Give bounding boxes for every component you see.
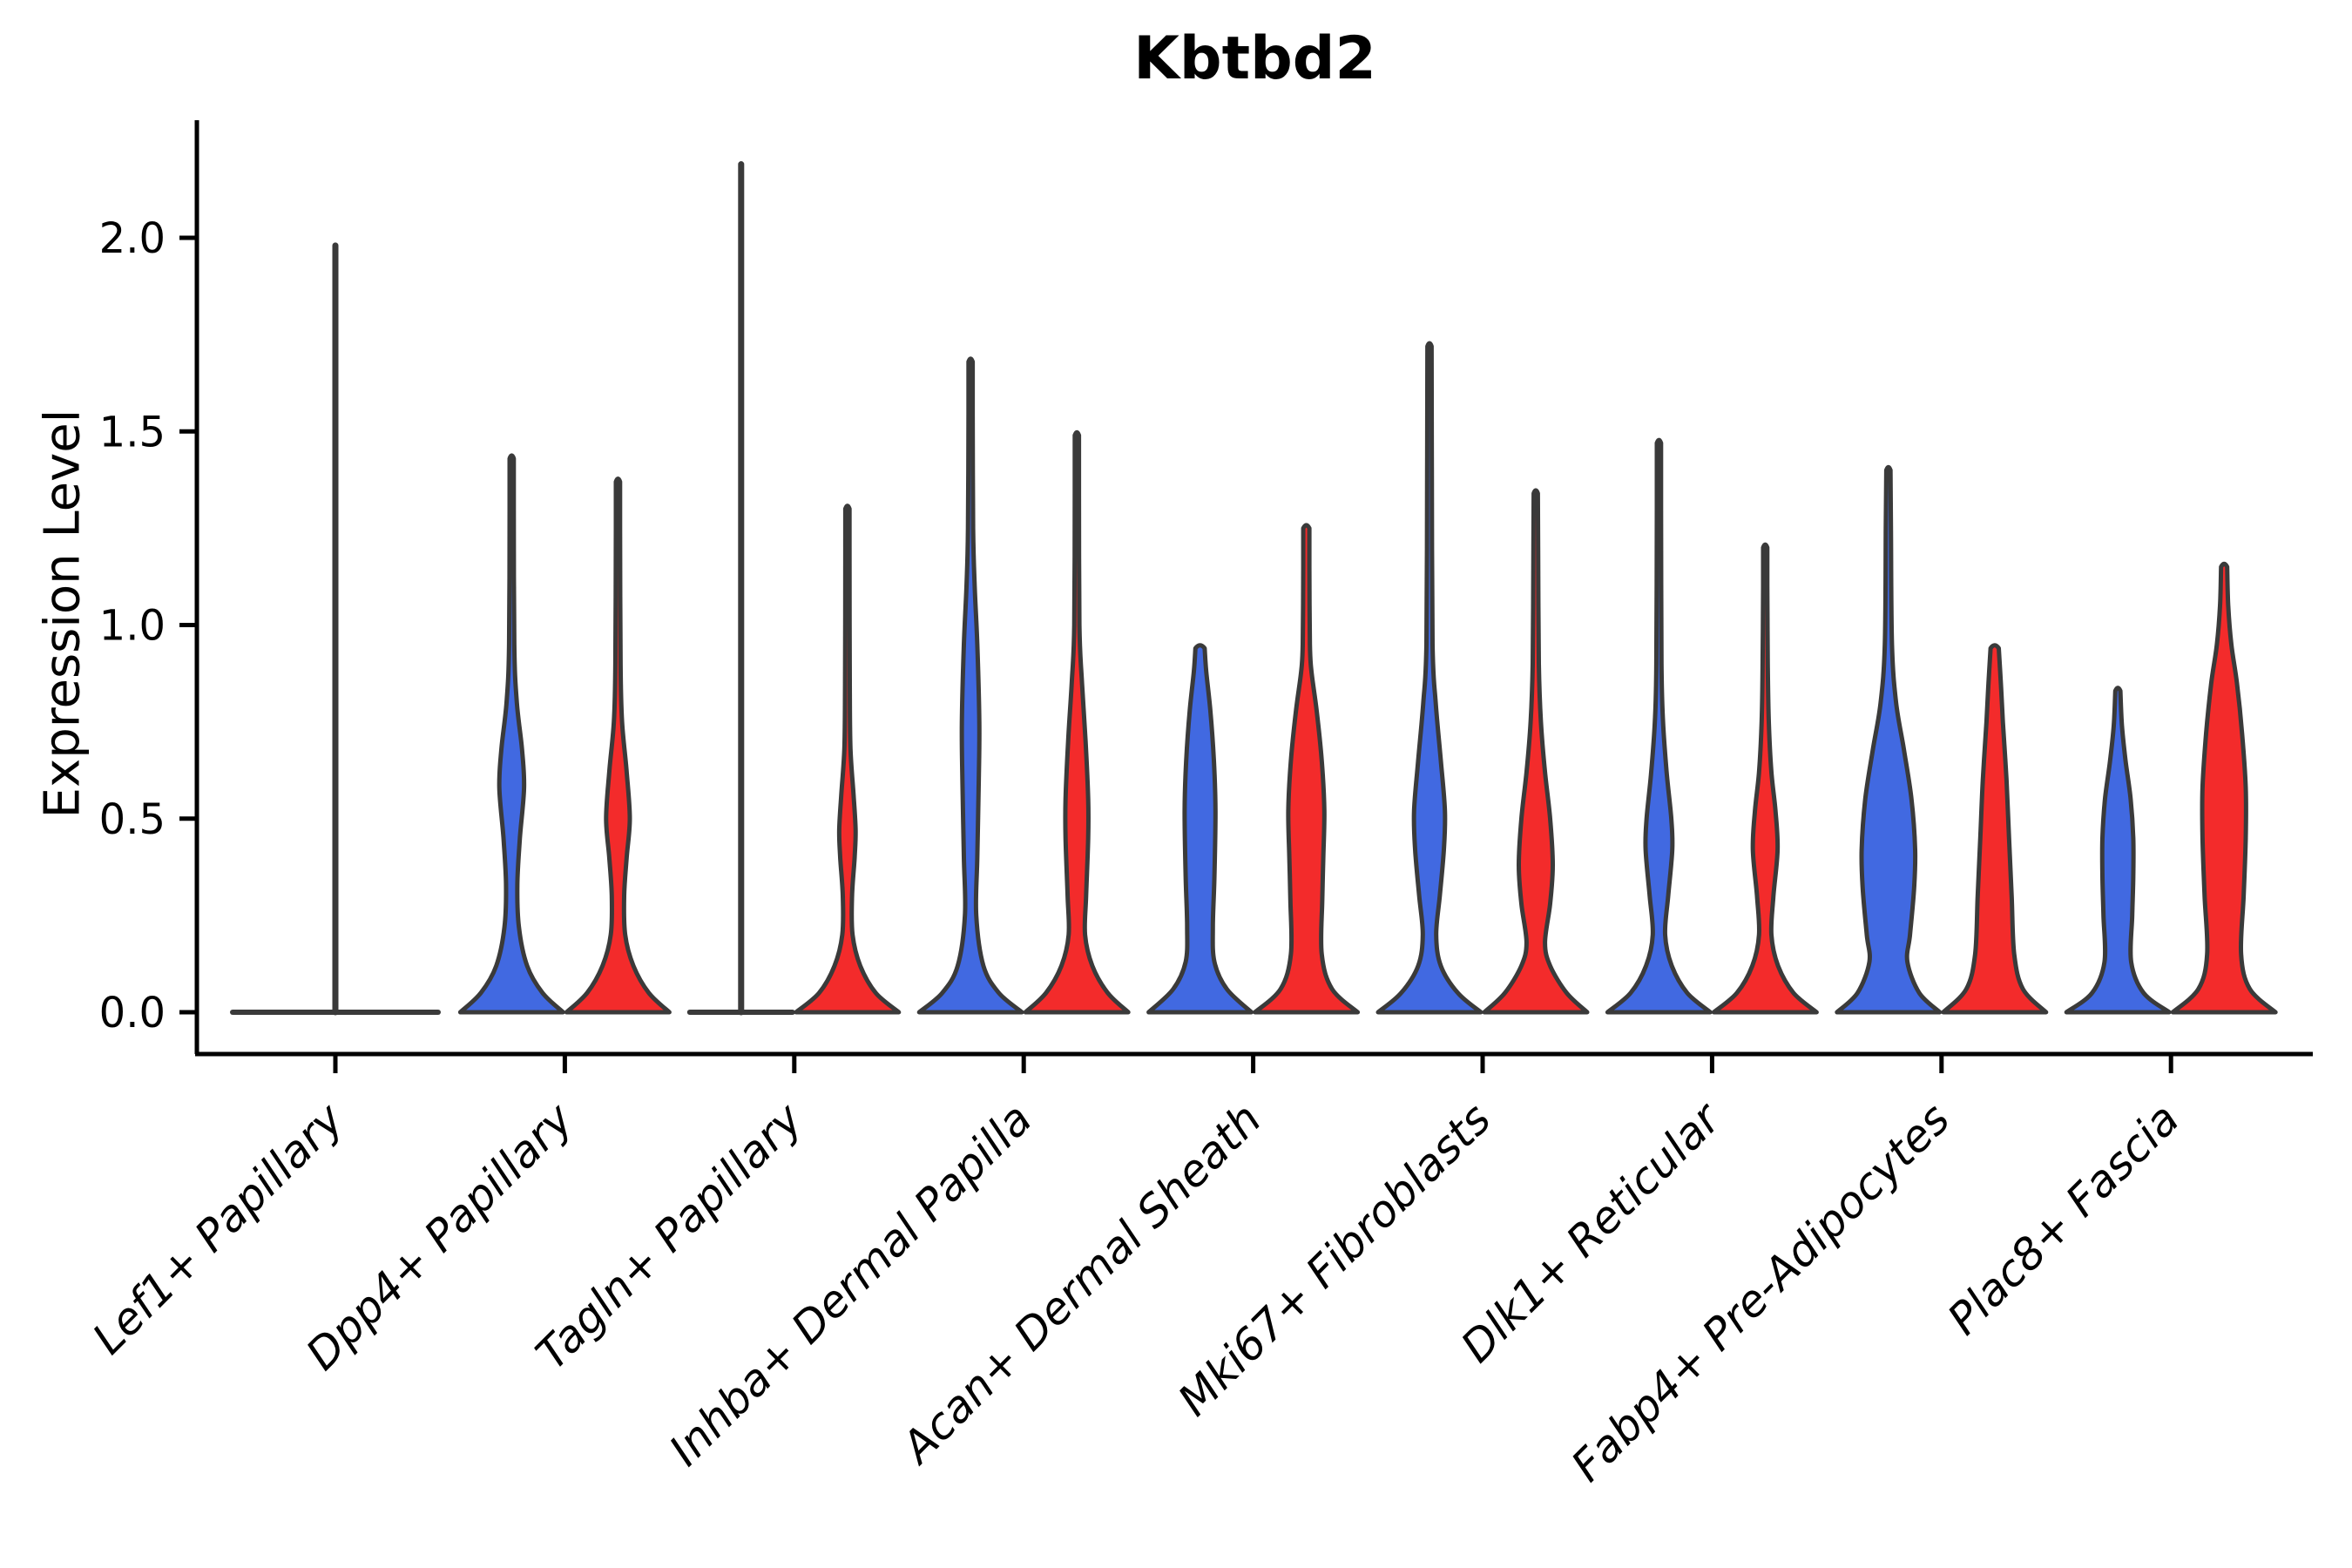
x-tick-label: Fabp4+ Pre-Adipocytes — [1562, 1093, 1960, 1491]
violin-group2-cat4 — [1253, 523, 1361, 1015]
violin-group1-cat5 — [1375, 341, 1484, 1015]
violin-group1-cat7 — [1835, 464, 1943, 1015]
violin-group1-cat3 — [916, 356, 1024, 1015]
violin-group1-cat6 — [1605, 437, 1713, 1015]
y-tick-label: 1.5 — [99, 408, 166, 456]
violin-group2-cat3 — [1023, 429, 1131, 1015]
violin-group2-cat7 — [1941, 643, 2049, 1015]
violin-group2-cat2 — [794, 504, 902, 1015]
violin-group2-cat1 — [564, 476, 672, 1015]
violin-group2-cat5 — [1482, 488, 1590, 1015]
violin-group1-cat1 — [457, 453, 565, 1015]
violin-group1-cat8 — [2064, 686, 2172, 1015]
y-tick-label: 2.0 — [99, 214, 166, 263]
y-tick-label: 0.5 — [99, 795, 166, 844]
y-tick-label: 1.0 — [99, 602, 166, 651]
x-tick-label: Inhba+ Dermal Papilla — [659, 1093, 1041, 1475]
violin-group1-cat4 — [1146, 643, 1254, 1015]
y-tick-label: 0.0 — [99, 989, 166, 1037]
violin-group2-cat8 — [2170, 561, 2278, 1015]
x-tick-label: Plac8+ Fascia — [1938, 1093, 2189, 1344]
violin-group2-cat6 — [1711, 542, 1819, 1015]
x-tick-label: Lef1+ Papillary — [83, 1092, 354, 1363]
x-tick-label: Acan+ Dermal Sheath — [890, 1093, 1271, 1474]
chart-title: Kbtbd2 — [1133, 24, 1376, 93]
